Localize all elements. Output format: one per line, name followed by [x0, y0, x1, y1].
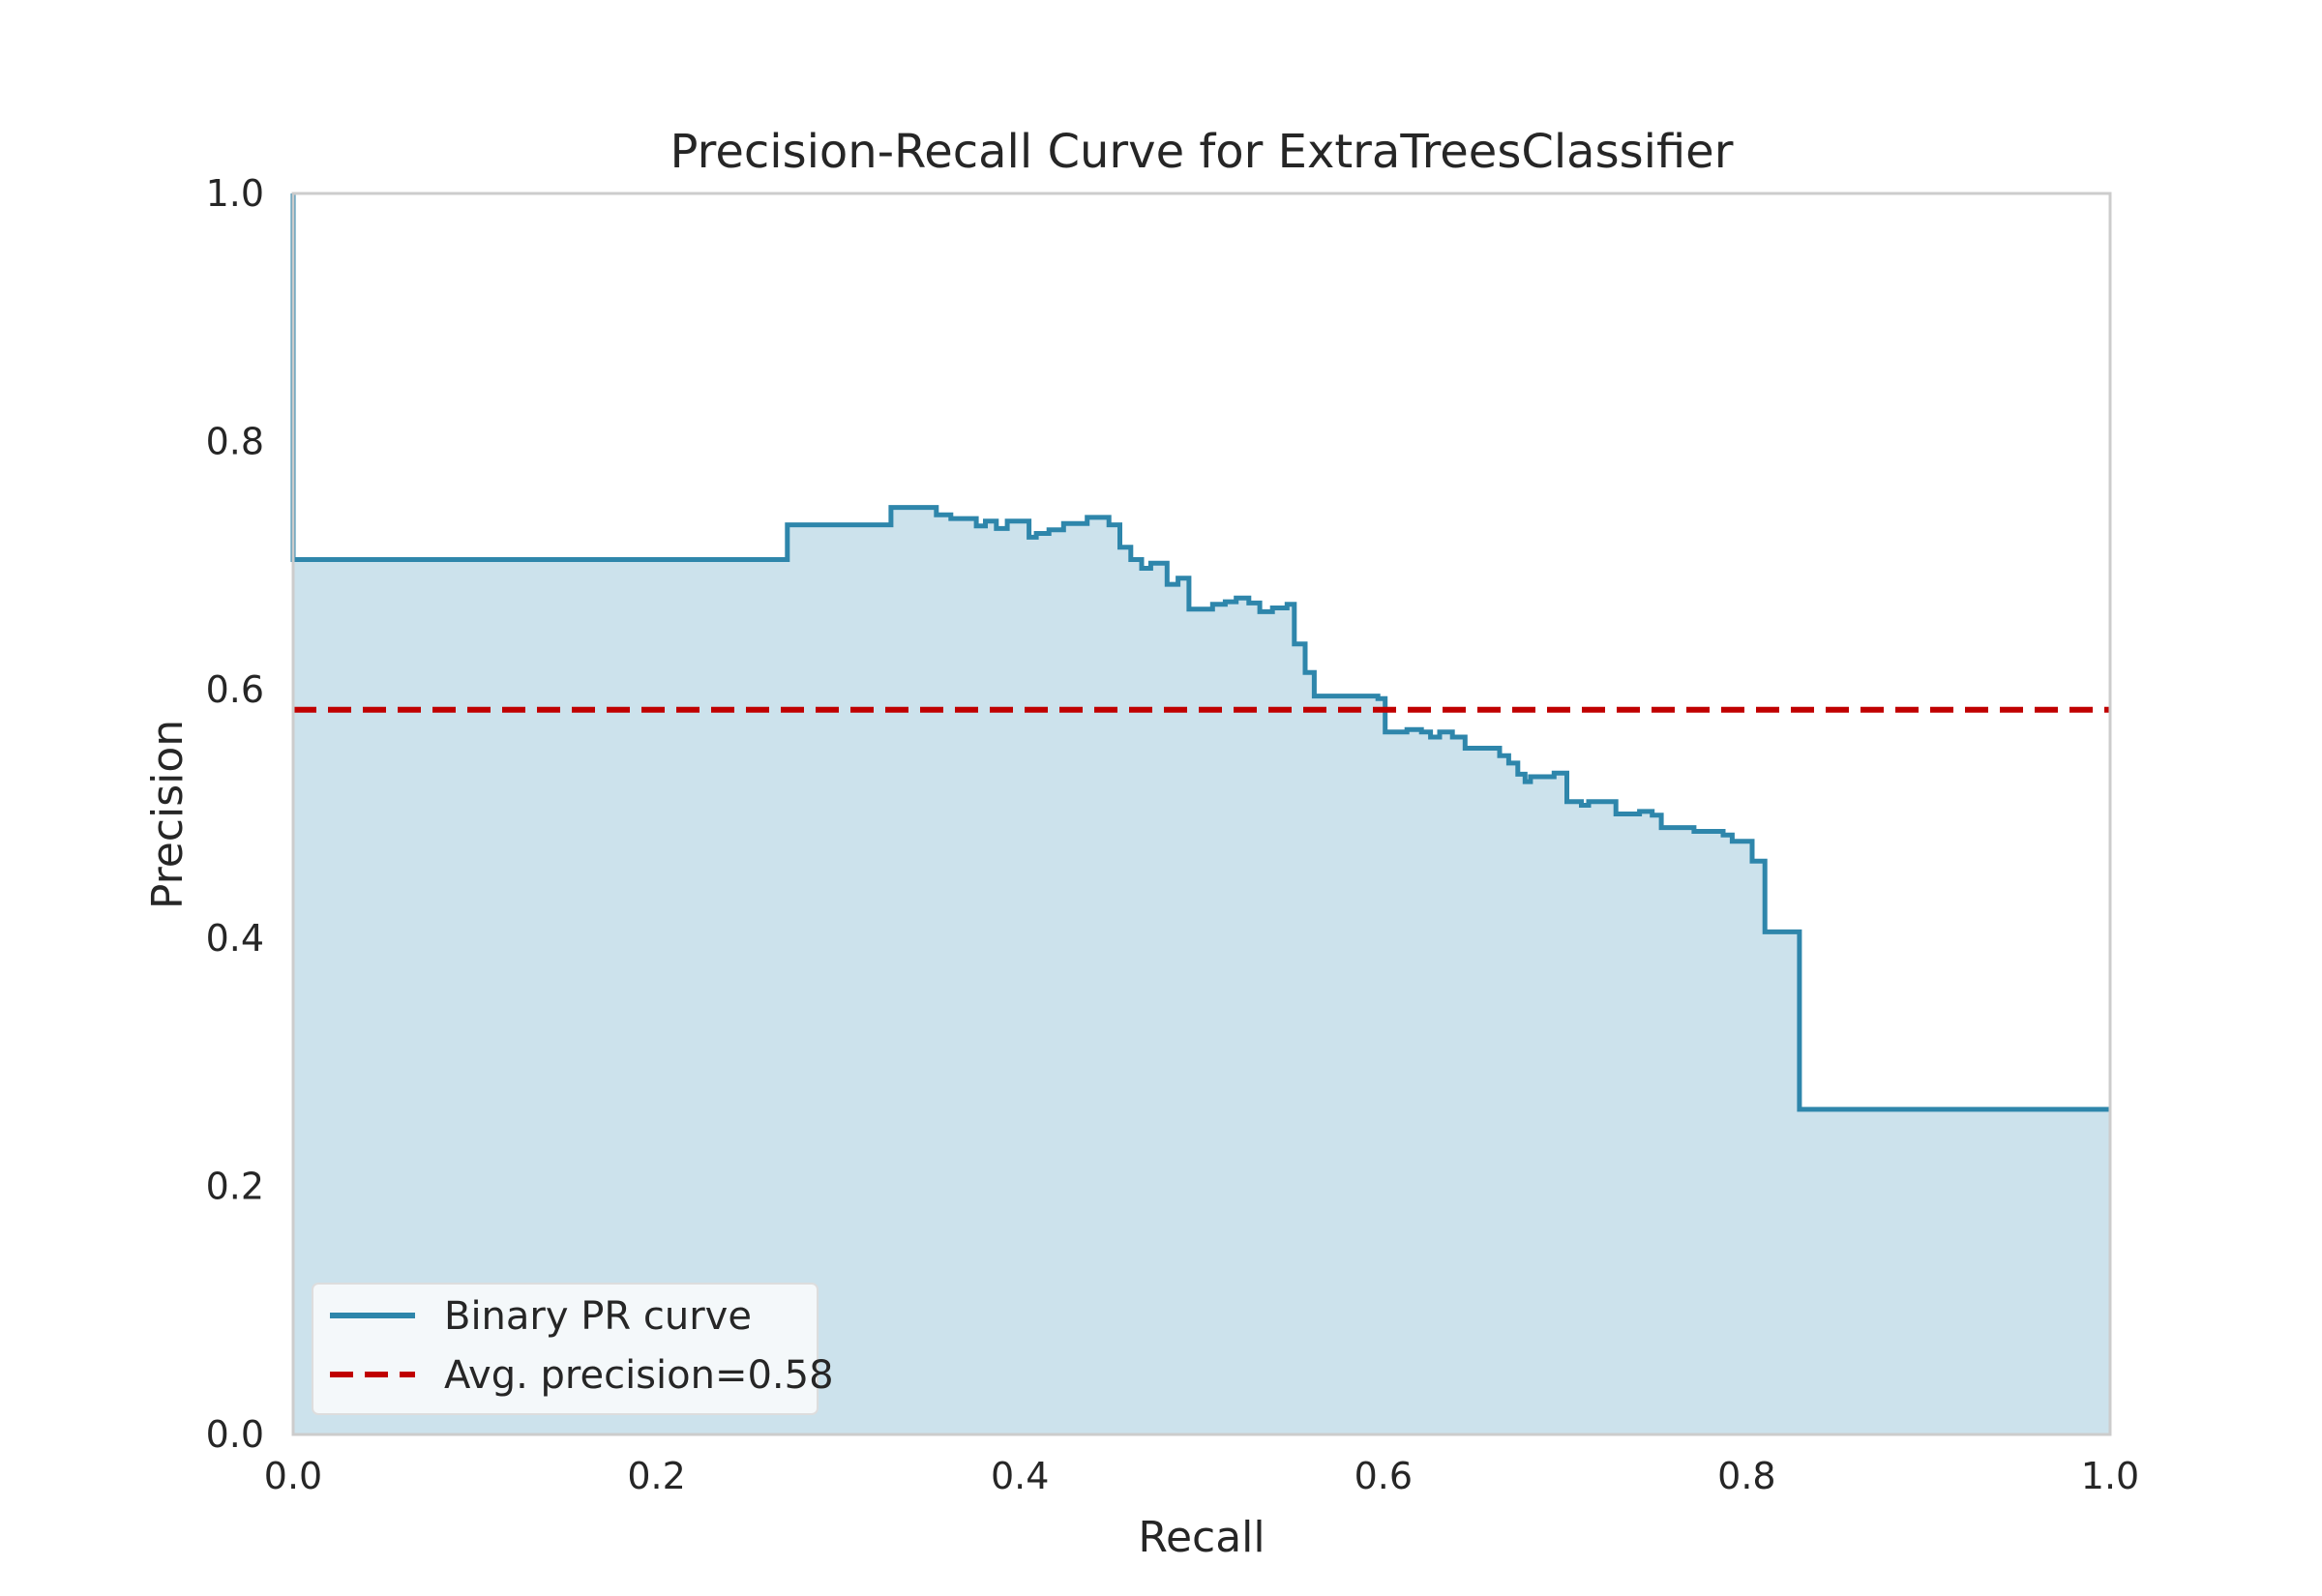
legend-label-pr-curve: Binary PR curve	[444, 1294, 752, 1339]
x-tick-label: 0.0	[264, 1455, 322, 1497]
chart-title: Precision-Recall Curve for ExtraTreesCla…	[670, 125, 1734, 179]
x-tick-label: 0.2	[627, 1455, 685, 1497]
y-tick-label: 0.0	[206, 1413, 264, 1456]
y-tick-label: 0.2	[206, 1165, 264, 1207]
legend-label-avg-precision: Avg. precision=0.58	[444, 1353, 834, 1398]
x-axis-label: Recall	[1138, 1513, 1265, 1562]
pr-curve-line	[290, 193, 2110, 1112]
y-axis-label: Precision	[143, 720, 193, 909]
y-axis-ticks: 0.0 0.2 0.4 0.6 0.8 1.0	[206, 172, 264, 1456]
y-tick-label: 0.6	[206, 668, 264, 711]
x-tick-label: 1.0	[2081, 1455, 2139, 1497]
pr-area-fill	[293, 193, 2110, 1434]
plot-area	[290, 192, 2112, 1436]
x-tick-label: 0.6	[1354, 1455, 1413, 1497]
legend-box	[312, 1283, 819, 1415]
x-axis-ticks: 0.0 0.2 0.4 0.6 0.8 1.0	[264, 1455, 2139, 1497]
x-tick-label: 0.8	[1717, 1455, 1775, 1497]
y-tick-label: 1.0	[206, 172, 264, 215]
y-tick-label: 0.4	[206, 917, 264, 960]
x-tick-label: 0.4	[991, 1455, 1049, 1497]
plot-frame	[291, 192, 2112, 1436]
legend: Binary PR curve Avg. precision=0.58	[312, 1283, 834, 1415]
y-tick-label: 0.8	[206, 421, 264, 463]
